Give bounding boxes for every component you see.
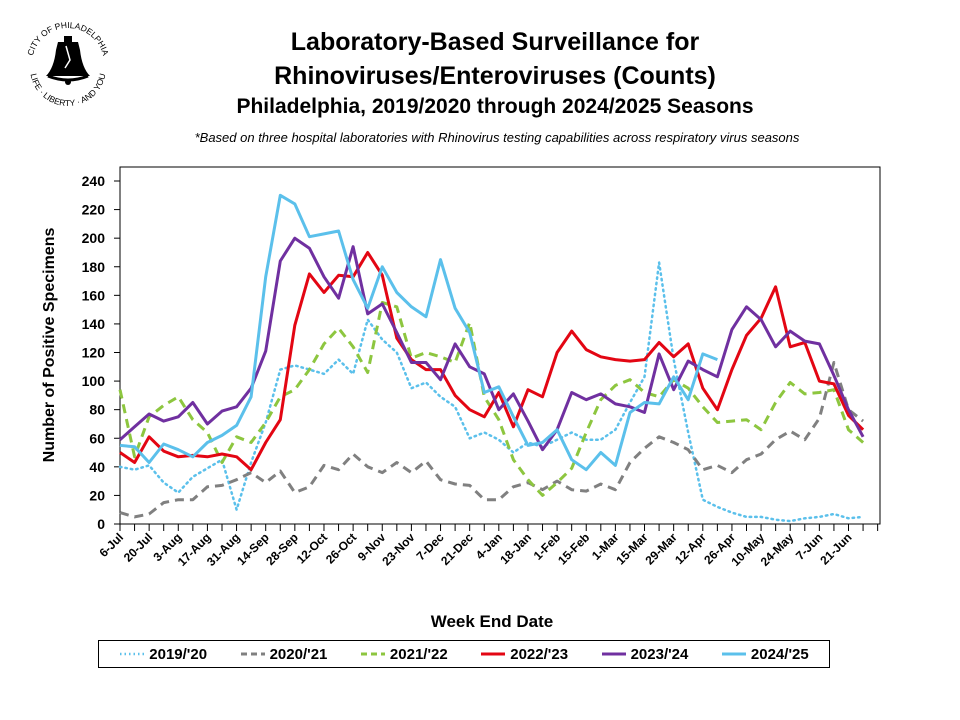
y-tick-label: 20 (89, 487, 105, 503)
legend-label: 2020/'21 (269, 645, 328, 663)
legend-label: 2021/'22 (389, 645, 448, 663)
y-tick-label: 120 (82, 345, 106, 361)
legend-item: 2020/'21 (240, 645, 328, 663)
legend-swatch (481, 652, 506, 656)
x-tick-label: 29-Mar (643, 530, 680, 567)
x-tick-label: 21-Dec (438, 530, 476, 568)
legend-swatch (721, 652, 746, 656)
series-line-202122 (118, 301, 865, 497)
legend-item: 2019/'20 (119, 646, 207, 663)
y-tick-label: 220 (82, 202, 106, 218)
legend-label: 2022/'23 (510, 645, 569, 663)
x-axis-label: Week End Date (430, 612, 554, 631)
legend-item: 2023/'24 (601, 645, 689, 663)
y-tick-label: 40 (89, 459, 105, 475)
legend-item: 2024/'25 (721, 646, 809, 663)
city-of-philadelphia-seal: CITY OF PHILADELPHIA LIFE · LIBERTY · AN… (25, 20, 111, 108)
plot-area (119, 166, 881, 525)
legend-item: 2022/'23 (480, 646, 568, 663)
x-tick-label: 28-Sep (263, 530, 301, 568)
y-tick-label: 100 (82, 373, 106, 389)
legend-label: 2019/'20 (149, 645, 208, 663)
legend-swatch (120, 652, 145, 656)
x-tick-label: 12-Oct (294, 530, 330, 566)
x-tick-label: 15-Feb (555, 530, 592, 567)
series-line-201920 (118, 261, 865, 523)
x-tick-label: 12-Apr (672, 530, 709, 567)
legend-swatch (601, 652, 626, 656)
series-line-202223 (119, 251, 865, 472)
chart-note: *Based on three hospital laboratories wi… (194, 130, 800, 145)
x-tick-label: 24-May (758, 530, 797, 569)
legend: 2019/'20 2020/'21 2021/'22 2022/'23 2023/'24… (98, 640, 830, 668)
liberty-bell-icon (46, 36, 90, 85)
y-tick-label: 140 (82, 316, 106, 332)
y-tick-label: 180 (82, 259, 106, 275)
legend-label: 2023/'24 (630, 645, 689, 663)
chart-subtitle: Philadelphia, 2019/2020 through 2024/202… (236, 95, 754, 118)
legend-label: 2024/'25 (750, 645, 809, 663)
chart-title-line-2: Rhinoviruses/Enteroviruses (Counts) (274, 62, 716, 90)
y-tick-label: 60 (89, 430, 105, 446)
y-axis-label: Number of Positive Specimens (41, 228, 58, 463)
x-tick-label: 23-Nov (379, 530, 417, 568)
y-tick-label: 200 (82, 230, 106, 246)
x-tick-label: 26-Oct (323, 530, 359, 566)
x-tick-label: 21-Jun (817, 530, 854, 567)
chart-title-line-1: Laboratory-Based Surveillance for (290, 28, 700, 56)
series-line-202324 (119, 236, 865, 452)
x-tick-label: 18-Jan (497, 530, 534, 567)
series-line-202425 (119, 193, 718, 472)
y-tick-label: 0 (97, 516, 105, 532)
legend-swatch (240, 652, 265, 656)
series-line-202021 (119, 361, 865, 519)
x-tick-label: 20-Jul (121, 530, 155, 564)
y-tick-label: 160 (82, 287, 106, 303)
y-tick-label: 80 (89, 402, 105, 418)
x-tick-label: 31-Aug (204, 530, 243, 569)
y-tick-label: 240 (82, 173, 106, 189)
x-tick-label: 15-Mar (613, 530, 650, 567)
legend-swatch (360, 652, 385, 656)
legend-item: 2021/'22 (360, 646, 448, 663)
